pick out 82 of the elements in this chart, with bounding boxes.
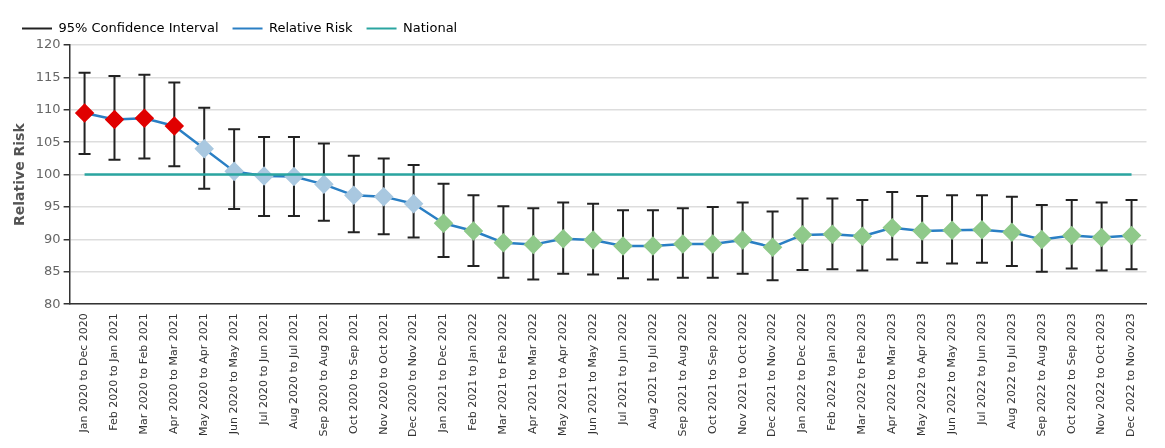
legend-label: National [403,19,458,35]
x-tick-label: May 2022 to Apr 2023 [915,313,929,437]
point [793,225,812,245]
x-tick-label: Nov 2021 to Oct 2022 [735,313,749,435]
point [1032,230,1052,249]
x-tick-label: Jun 2022 to May 2023 [944,313,958,436]
point [105,110,124,129]
point [344,186,364,205]
point [135,108,154,128]
y-tick-label: 110 [35,101,61,117]
x-tick-label: May 2021 to Apr 2022 [556,313,570,437]
point [643,236,663,256]
x-tick-label: Jul 2020 to Jun 2021 [256,313,270,426]
point [1062,226,1081,245]
y-tick-label: 120 [35,36,61,52]
point [972,220,992,239]
point [613,236,633,256]
x-tick-label: Jun 2021 to May 2022 [585,313,599,436]
x-tick-label: Aug 2021 to Jul 2022 [645,313,659,430]
x-tick-label: Sep 2021 to Aug 2022 [675,313,689,437]
point [404,194,423,214]
point [464,221,483,241]
x-tick-label: Apr 2022 to Mar 2023 [885,313,899,435]
x-tick-label: Apr 2020 to Mar 2021 [167,313,181,435]
x-tick-label: May 2020 to Apr 2021 [197,313,211,437]
x-tick-label: Jun 2020 to May 2021 [227,313,240,436]
x-tick-label: Aug 2020 to Jul 2021 [286,313,300,430]
x-tick-label: Dec 2021 to Nov 2022 [765,313,779,438]
x-tick-label: Mar 2021 to Feb 2022 [496,313,510,435]
x-tick-label: Jul 2021 to Jun 2022 [615,313,629,426]
x-tick-label: Oct 2021 to Sep 2022 [705,313,719,435]
x-tick-label: Oct 2022 to Sep 2023 [1064,313,1078,435]
point [673,234,693,254]
x-tick-label: Aug 2022 to Jul 2023 [1004,313,1018,430]
y-tick-label: 95 [44,198,61,214]
x-tick-label: Nov 2020 to Oct 2021 [376,313,390,435]
point [1002,223,1022,242]
x-tick-label: Nov 2022 to Oct 2023 [1094,313,1108,435]
x-tick-label: Oct 2020 to Sep 2021 [346,313,360,435]
y-tick-label: 100 [35,165,61,181]
y-tick-label: 85 [44,263,61,279]
y-tick-label: 80 [44,295,61,311]
text: 95% Confidence Interval [58,19,219,35]
x-tick-label: Jul 2022 to Jun 2023 [974,313,988,426]
point [374,187,393,206]
y-axis-title: Relative Risk [11,122,28,226]
x-tick-label: Jan 2022 to Dec 2022 [795,313,809,434]
point [1092,228,1111,247]
point [1122,226,1141,245]
x-tick-label: Jan 2020 to Dec 2020 [77,313,91,434]
x-tick-label: Apr 2021 to Mar 2022 [526,313,540,435]
point [494,233,513,252]
point [763,237,782,257]
point [853,226,872,246]
y-tick-label: 105 [35,133,61,149]
point [882,218,902,238]
point [194,139,214,158]
legend-label: Relative Risk [269,19,354,35]
x-tick-label: Mar 2022 to Feb 2023 [855,313,869,435]
y-tick-label: 90 [44,230,61,246]
point [434,213,453,233]
x-tick-label: Sep 2022 to Aug 2023 [1034,313,1048,437]
point [314,175,334,194]
point [942,221,962,240]
point [75,103,94,123]
point [703,234,722,254]
x-tick-label: Jan 2021 to Dec 2021 [436,313,450,434]
x-tick-label: Dec 2020 to Nov 2021 [406,313,420,438]
y-tick-label: 115 [35,68,61,84]
x-tick-label: Sep 2020 to Aug 2021 [316,313,330,437]
x-tick-label: Dec 2022 to Nov 2023 [1124,313,1138,438]
point [583,230,603,250]
point [823,224,842,244]
point [553,229,573,249]
point [165,116,184,136]
x-tick-label: Feb 2021 to Jan 2022 [466,313,480,431]
x-tick-label: Mar 2020 to Feb 2021 [137,313,151,435]
point [912,221,932,241]
x-tick-label: Feb 2020 to Jan 2021 [107,313,121,431]
x-tick-label: Feb 2022 to Jan 2023 [825,313,839,431]
point [733,230,752,250]
point [524,235,543,254]
